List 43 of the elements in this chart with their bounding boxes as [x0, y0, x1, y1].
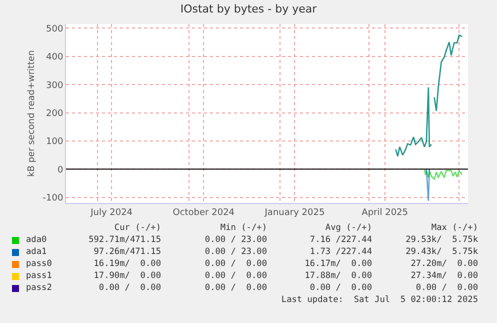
text: Max (-/+): [431, 223, 478, 233]
text: 17.88m/ 0.00: [304, 271, 372, 281]
text: Min (-/+): [220, 223, 267, 233]
text: 97.26m/471.15: [94, 247, 161, 257]
y-axis-title: kB per second read+written: [27, 50, 38, 177]
text: 29.43k/ 5.75k: [406, 247, 478, 257]
text: 592.71m/471.15: [88, 235, 161, 245]
text: 17.90m/ 0.00: [94, 271, 161, 281]
y-tick-label: 300: [46, 80, 64, 91]
y-tick-label: 200: [46, 108, 64, 119]
text: 0.00 / 0.00: [204, 271, 267, 281]
text: 27.20m/ 0.00: [410, 259, 478, 269]
text: 7.16 /227.44: [310, 235, 372, 245]
text: 0.00 / 0.00: [204, 283, 267, 293]
text: Last update: Sat Jul 5 02:00:12 2025: [281, 295, 478, 305]
chart-title: IOstat by bytes - by year: [180, 2, 318, 16]
text: 0.00 / 0.00: [416, 283, 478, 293]
text: 16.19m/ 0.00: [94, 259, 161, 269]
text: 16.17m/ 0.00: [304, 259, 372, 269]
text: 1.73 /227.44: [310, 247, 372, 257]
y-tick-label: 500: [46, 24, 64, 34]
legend-label: ada0: [26, 235, 47, 245]
legend-label: pass2: [26, 283, 52, 293]
x-tick-label: July 2024: [90, 208, 133, 218]
legend-label: ada1: [26, 247, 47, 257]
legend-label: pass0: [26, 259, 52, 269]
text: 0.00 / 23.00: [204, 247, 267, 257]
text: Cur (-/+): [114, 223, 161, 233]
y-tick-label: 0: [57, 165, 64, 176]
x-tick-label: April 2025: [362, 208, 408, 218]
text: 0.00 / 0.00: [310, 283, 372, 293]
y-tick-label: 400: [46, 52, 64, 63]
text: 29.53k/ 5.75k: [406, 235, 478, 245]
text: 0.00 / 23.00: [204, 235, 267, 245]
y-tick-label: -100: [42, 194, 64, 204]
text: 0.00 / 0.00: [98, 283, 161, 293]
text: 0.00 / 0.00: [204, 259, 267, 269]
text: 27.34m/ 0.00: [410, 271, 478, 281]
text: Avg (-/+): [325, 223, 372, 233]
x-tick-label: January 2025: [264, 208, 325, 218]
x-tick-label: October 2024: [172, 208, 235, 218]
legend-label: pass1: [26, 271, 52, 281]
y-tick-label: 100: [46, 137, 64, 148]
